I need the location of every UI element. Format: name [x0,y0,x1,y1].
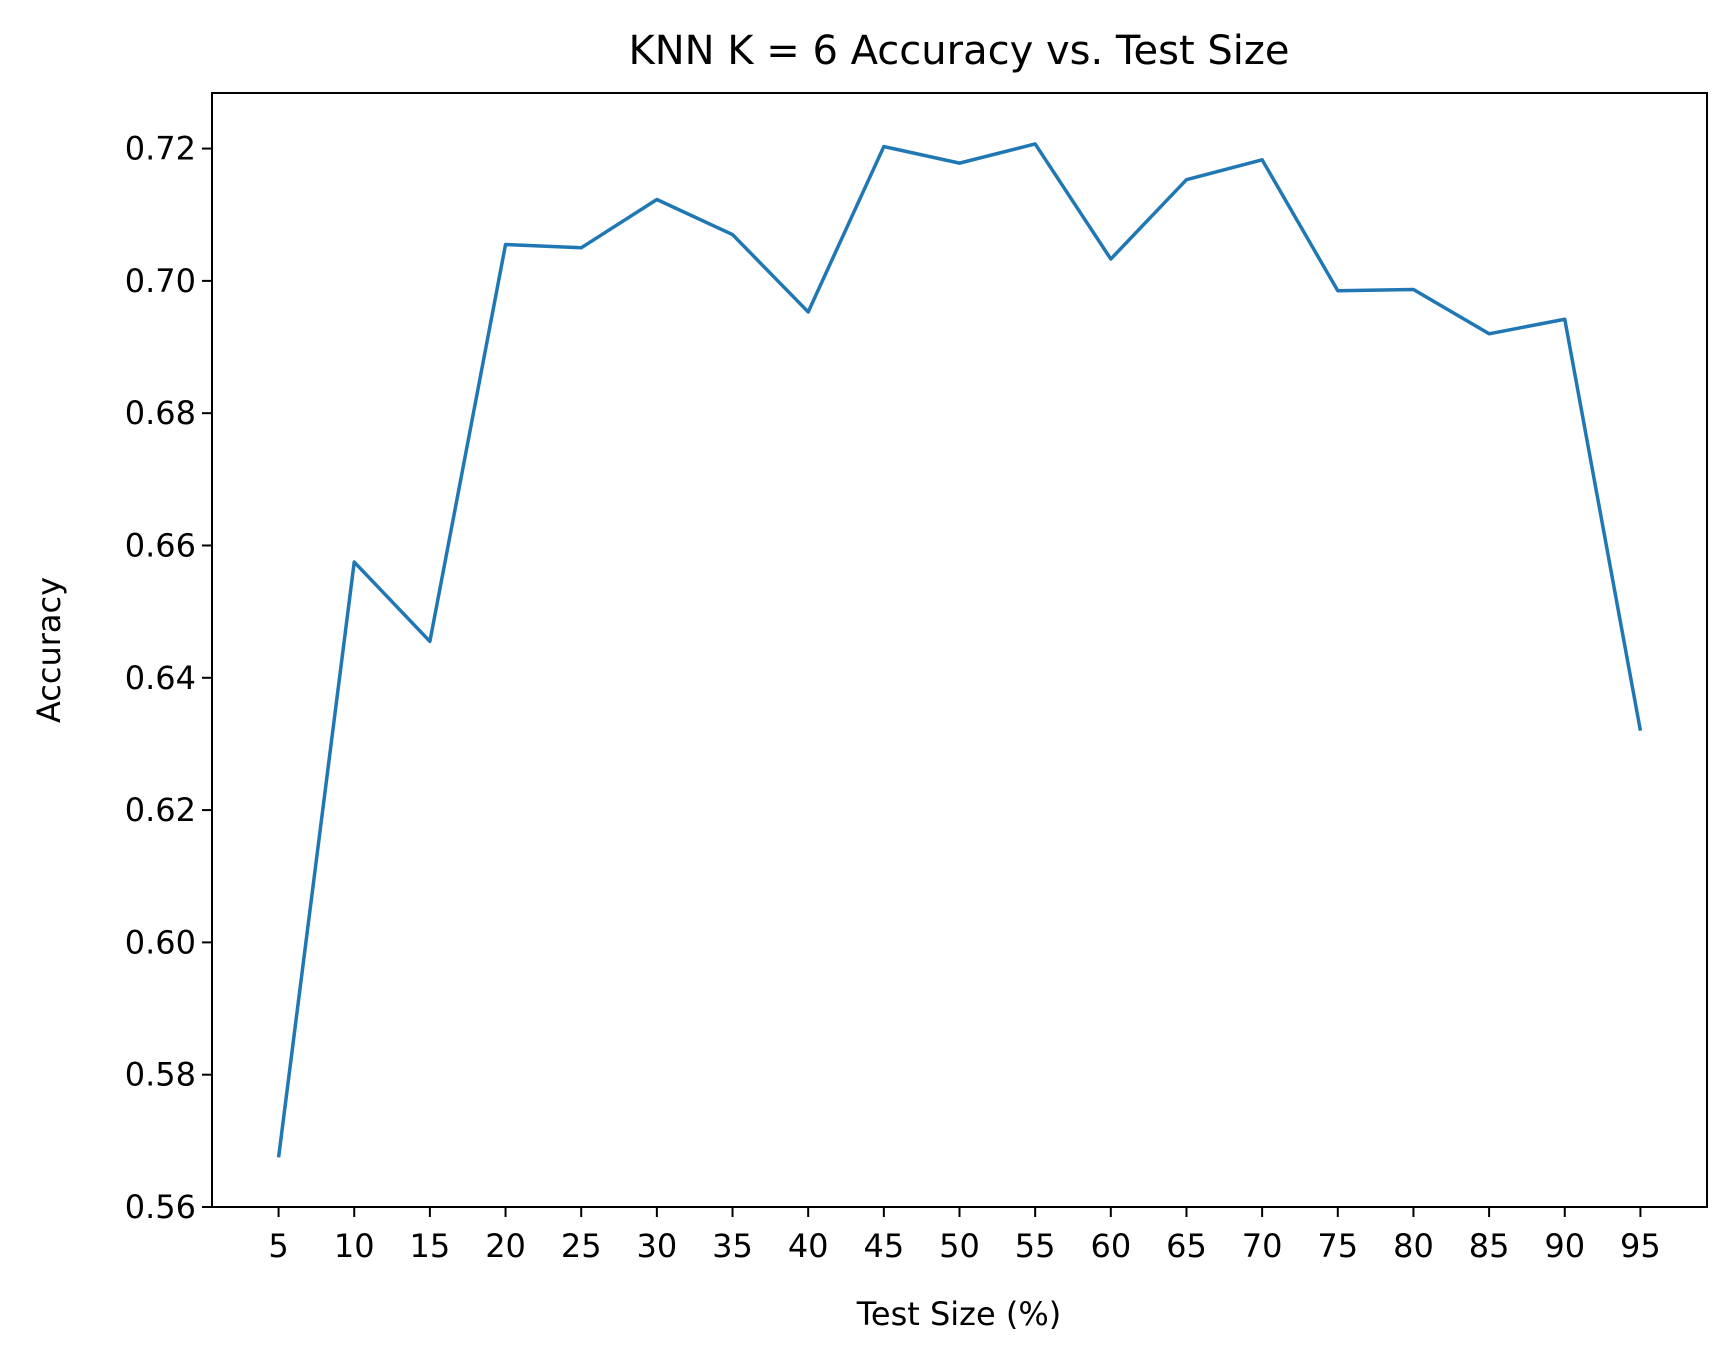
x-tick-label: 65 [1166,1227,1207,1265]
x-tick-label: 25 [561,1227,602,1265]
y-tick-label: 0.60 [125,923,196,961]
x-tick-label: 70 [1242,1227,1283,1265]
y-tick-label: 0.70 [125,262,196,300]
x-tick-label: 95 [1620,1227,1661,1265]
chart-title: KNN K = 6 Accuracy vs. Test Size [629,28,1290,74]
x-axis-label: Test Size (%) [856,1295,1061,1333]
plot-frame [211,92,1708,1208]
series-group [276,142,1643,1158]
x-tick-label: 5 [268,1227,288,1265]
x-tick-label: 85 [1469,1227,1510,1265]
x-tick-label: 55 [1015,1227,1056,1265]
y-tick-label: 0.68 [125,394,196,432]
x-axis-ticks: 5 10 15 20 25 30 35 40 45 50 55 60 65 70 75 80 85 90 95 [268,1207,1661,1265]
y-axis-ticks: 0.56 0.58 0.60 0.62 0.64 0.66 0.68 0.70 0.72 [125,130,212,1226]
x-tick-label: 20 [485,1227,526,1265]
x-tick-label: 60 [1090,1227,1131,1265]
x-tick-label: 35 [712,1227,753,1265]
x-tick-label: 45 [863,1227,904,1265]
y-tick-label: 0.66 [125,526,196,564]
y-axis-label: Accuracy [30,577,68,723]
x-tick-label: 10 [334,1227,375,1265]
x-tick-label: 15 [410,1227,451,1265]
series-line-accuracy [276,142,1643,1158]
x-tick-label: 90 [1544,1227,1585,1265]
y-tick-label: 0.72 [125,130,196,168]
y-tick-label: 0.58 [125,1056,196,1094]
y-tick-label: 0.62 [125,791,196,829]
x-tick-label: 75 [1317,1227,1358,1265]
x-tick-label: 40 [788,1227,829,1265]
x-tick-label: 50 [939,1227,980,1265]
y-tick-label: 0.56 [125,1188,196,1226]
y-tick-label: 0.64 [125,659,196,697]
x-tick-label: 30 [637,1227,678,1265]
x-tick-label: 80 [1393,1227,1434,1265]
